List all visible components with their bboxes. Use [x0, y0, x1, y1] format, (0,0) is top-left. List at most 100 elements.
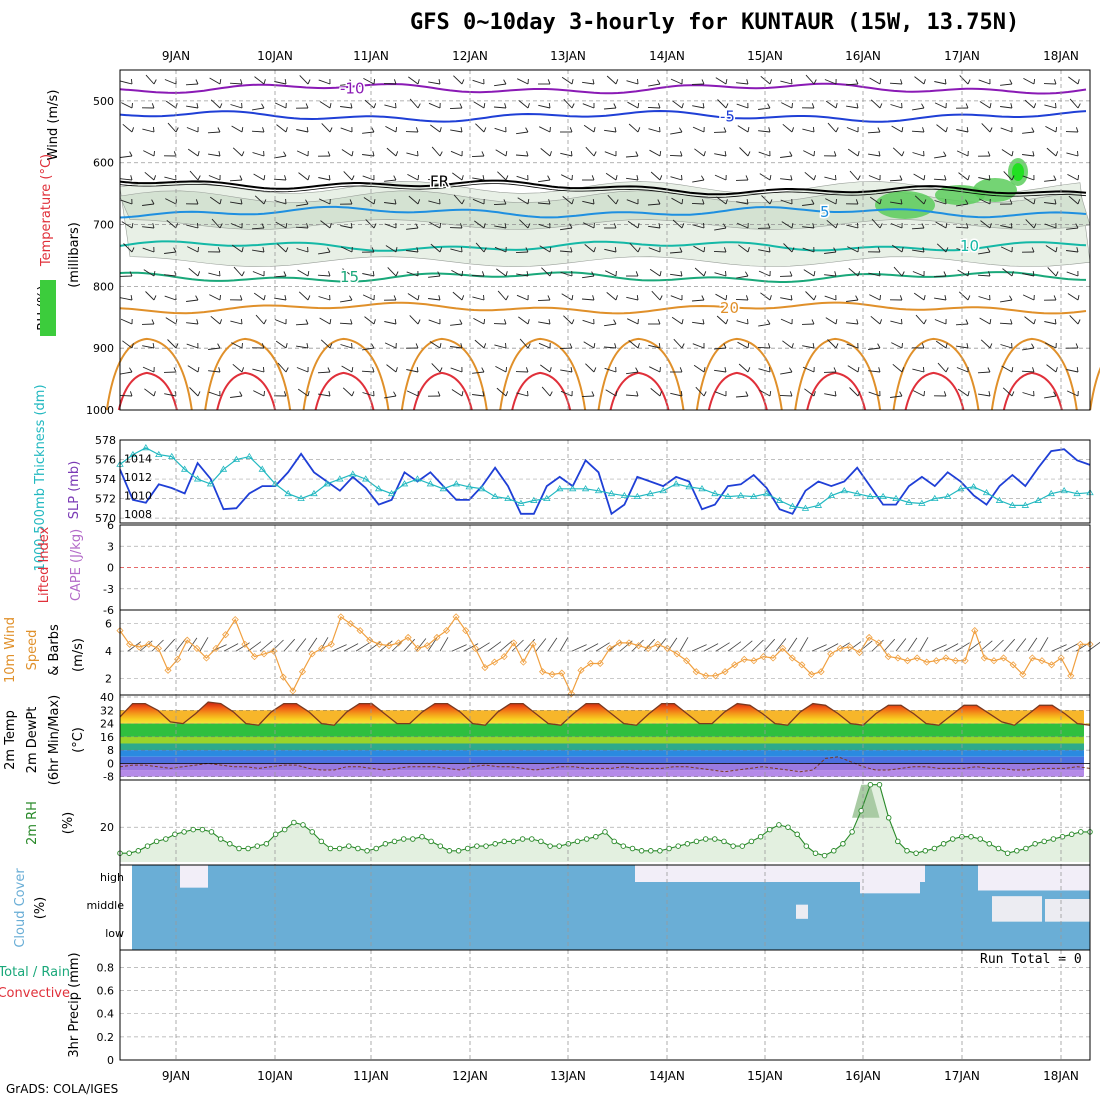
wind-barb [935, 340, 947, 349]
wind-barb-flag [153, 391, 156, 397]
rh2m-point [831, 848, 837, 854]
wind10-point [654, 640, 662, 648]
wind10-point [798, 661, 806, 669]
wind-barb-flag [901, 246, 904, 253]
wind-barb [562, 196, 573, 205]
wind-barb [1022, 347, 1035, 351]
wind-barb [142, 203, 155, 206]
wind-barb-flag [879, 198, 882, 205]
wind-barb-flag [285, 342, 288, 349]
wind-barb [317, 371, 331, 374]
wind-barb [340, 106, 353, 109]
wind10-barb [463, 643, 479, 652]
wind-barb [559, 250, 573, 253]
lifted-tick-label: 6 [107, 519, 114, 532]
wind-barb-flag [615, 175, 618, 181]
rh2m-point [721, 838, 727, 845]
date-label-bottom: 14JAN [649, 1069, 685, 1083]
wind-barb [343, 171, 353, 181]
wind-barb-flag [1053, 175, 1057, 181]
wind-barb [296, 129, 309, 133]
wind-barb-flag [417, 79, 420, 85]
thickness-axis-label: 1000-500mb Thickness (dm) [33, 384, 48, 571]
wind-barb [1068, 76, 1079, 85]
wind-barb-flag [1031, 127, 1035, 133]
wind10-point [971, 626, 979, 635]
wind-barb [231, 244, 243, 253]
wind-barb [1000, 299, 1013, 303]
wind-barb-flag [307, 175, 310, 181]
thickness-point [310, 489, 318, 497]
wind10-barb [739, 640, 753, 652]
wind-barb [340, 344, 353, 349]
wind-barb-flag [461, 295, 465, 301]
wind-barb-flag [681, 174, 683, 181]
wind-barb [891, 125, 903, 133]
wind-barb-flag [197, 391, 201, 397]
wind-barb [603, 107, 617, 110]
wind-barb-flag [262, 366, 265, 373]
wind-barb-flag [283, 271, 287, 277]
wind-barb-flag [175, 127, 179, 133]
wind-barb-flag [196, 319, 199, 325]
wind-barb [758, 130, 771, 133]
precip-tick-label: 0.8 [97, 961, 115, 974]
cloud-gap [860, 865, 920, 894]
date-label-top: 16JAN [845, 49, 881, 63]
temperature-contour [119, 240, 1087, 252]
wind-barb-flag [285, 367, 289, 373]
date-label-top: 9JAN [162, 49, 190, 63]
wind-barb [846, 343, 859, 349]
wind-barb-flag [879, 294, 881, 301]
wind-barb [142, 128, 155, 133]
wind-barb [1000, 106, 1013, 109]
wind-barb-flag [415, 343, 419, 349]
wind-barb [406, 271, 419, 277]
thickness-point [646, 489, 654, 497]
temperature-band [120, 736, 1084, 744]
wind10-point [337, 613, 345, 621]
thickness-point [129, 450, 137, 458]
wind-barb [255, 314, 265, 325]
wind-barb-flag [813, 175, 817, 181]
wind10-point [327, 640, 335, 648]
wind-barb [233, 266, 243, 277]
wind-barb-flag [967, 175, 970, 181]
wind-barb-flag [305, 319, 309, 325]
rh2m-point [593, 833, 599, 840]
temp-tick-label: 32 [100, 704, 114, 717]
wind-barb-flag [965, 199, 969, 205]
wind-barb-flag [504, 103, 507, 109]
wind-barb [340, 83, 353, 86]
wind-barb [537, 299, 551, 302]
wind-barb-flag [439, 247, 443, 253]
lifted-axis-label: Lifted Index [37, 526, 52, 603]
wind-barb-flag [349, 79, 353, 85]
rh-peak-blob [1012, 163, 1024, 181]
wind-barb-flag [593, 367, 597, 373]
wind-barb-flag [131, 102, 133, 109]
wind-barb [362, 175, 375, 181]
wind10-point [567, 690, 575, 698]
wind-barb [563, 98, 573, 109]
wind-barb-flag [349, 295, 353, 301]
wind-barb-flag [307, 390, 310, 397]
wind-barb [164, 251, 177, 254]
wind-barb [317, 274, 331, 277]
wind-barb-flag [681, 198, 684, 205]
temp-tick-label: 0 [107, 757, 114, 770]
wind-barb-flag [679, 247, 683, 253]
wind-barb [780, 318, 793, 325]
wind-barb [891, 342, 903, 349]
wind-barb-flag [285, 247, 289, 253]
wind-barb [825, 317, 837, 325]
slp-tick-label: 1010 [124, 489, 152, 502]
wind-barb-flag [834, 391, 837, 397]
wind-barb [494, 344, 507, 349]
wind-barb [298, 291, 309, 301]
wind-barb [119, 394, 133, 397]
wind-barb [737, 341, 749, 349]
wind-barb [890, 320, 903, 325]
rh2m-point [446, 848, 453, 854]
wind-barb-flag [1077, 79, 1080, 85]
